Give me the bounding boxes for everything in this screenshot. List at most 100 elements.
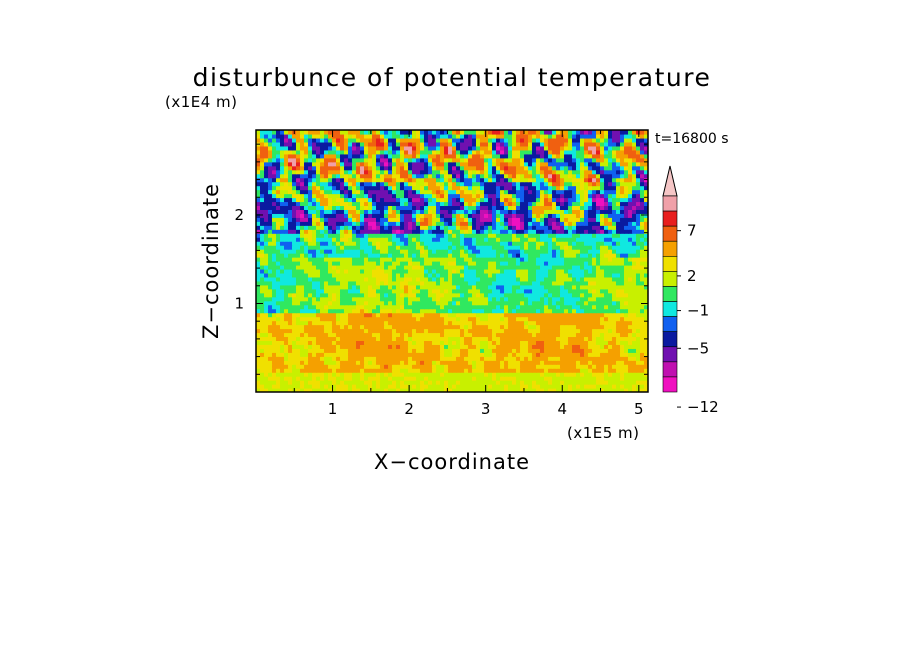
heatmap-cell <box>508 189 513 195</box>
heatmap-cell <box>436 336 441 341</box>
heatmap-cell <box>288 364 293 369</box>
heatmap-cell <box>508 336 513 341</box>
heatmap-cell <box>400 217 405 222</box>
heatmap-cell <box>436 320 441 326</box>
heatmap-cell <box>336 364 341 369</box>
heatmap-cell <box>420 336 425 341</box>
heatmap-cell <box>400 300 405 306</box>
heatmap-cell <box>320 233 325 238</box>
heatmap-cell <box>268 197 273 203</box>
heatmap-cell <box>260 304 265 310</box>
heatmap-cell <box>260 264 265 270</box>
heatmap-cell <box>576 348 581 353</box>
heatmap-cell <box>344 376 349 381</box>
heatmap-cell <box>404 264 409 270</box>
heatmap-cell <box>536 356 541 361</box>
heatmap-cell <box>568 225 573 230</box>
heatmap-cell <box>308 352 313 357</box>
heatmap-cell <box>504 241 509 246</box>
heatmap-cell <box>372 332 377 338</box>
heatmap-cell <box>612 213 617 218</box>
heatmap-cell <box>412 241 417 246</box>
heatmap-cell <box>332 344 337 349</box>
heatmap-cell <box>316 304 321 310</box>
heatmap-cell <box>416 221 421 226</box>
heatmap-cell <box>608 304 613 310</box>
heatmap-cell <box>344 233 349 238</box>
heatmap-cell <box>452 197 457 203</box>
heatmap-cell <box>404 296 409 302</box>
heatmap-cell <box>580 213 585 218</box>
heatmap-cell <box>396 205 401 210</box>
heatmap-cell <box>428 284 433 290</box>
heatmap-cell <box>328 344 333 349</box>
heatmap-cell <box>312 280 317 286</box>
heatmap-cell <box>424 284 429 290</box>
heatmap-cell <box>440 193 445 199</box>
heatmap-cell <box>644 296 648 302</box>
heatmap-cell <box>540 388 545 392</box>
heatmap-cell <box>352 356 357 361</box>
heatmap-cell <box>556 336 561 341</box>
heatmap-cell <box>472 221 477 226</box>
heatmap-cell <box>572 360 577 365</box>
heatmap-cell <box>320 368 325 373</box>
heatmap-cell <box>360 372 365 377</box>
heatmap-cell <box>280 360 285 365</box>
heatmap-cell <box>304 384 309 389</box>
heatmap-cell <box>468 332 473 338</box>
heatmap-cell <box>500 237 505 242</box>
heatmap-cell <box>540 352 545 357</box>
heatmap-cell <box>340 336 345 341</box>
heatmap-cell <box>328 276 333 282</box>
heatmap-cell <box>532 249 537 254</box>
heatmap-cell <box>308 292 313 298</box>
heatmap-cell <box>304 221 309 226</box>
heatmap-cell <box>524 388 529 392</box>
heatmap-cell <box>396 209 401 214</box>
heatmap-cell <box>380 328 385 334</box>
heatmap-cell <box>488 320 493 326</box>
heatmap-cell <box>328 324 333 330</box>
heatmap-cell <box>456 189 461 195</box>
heatmap-cell <box>504 261 509 266</box>
heatmap-cell <box>548 189 553 195</box>
heatmap-cell <box>380 276 385 282</box>
heatmap-cell <box>488 312 493 318</box>
heatmap-cell <box>460 189 465 195</box>
heatmap-cell <box>284 384 289 389</box>
heatmap-cell <box>340 388 345 392</box>
heatmap-cell <box>492 372 497 377</box>
heatmap-cell <box>528 213 533 218</box>
heatmap-cell <box>624 344 629 349</box>
heatmap-cell <box>456 312 461 318</box>
heatmap-cell <box>544 221 549 226</box>
heatmap-cell <box>468 189 473 195</box>
heatmap-cell <box>476 288 481 294</box>
heatmap-cell <box>552 384 557 389</box>
heatmap-cell <box>436 356 441 361</box>
heatmap-cell <box>412 292 417 298</box>
heatmap-cell <box>428 296 433 302</box>
heatmap-cell <box>624 193 629 199</box>
heatmap-cell <box>492 288 497 294</box>
heatmap-cell <box>472 384 477 389</box>
heatmap-cell <box>572 213 577 218</box>
heatmap-cell <box>396 332 401 338</box>
heatmap-cell <box>488 197 493 203</box>
heatmap-cell <box>540 261 545 266</box>
heatmap-cell <box>476 352 481 357</box>
heatmap-cell <box>432 332 437 338</box>
heatmap-cell <box>300 193 305 199</box>
heatmap-cell <box>480 376 485 381</box>
heatmap-cell <box>264 193 269 199</box>
heatmap-cell <box>468 237 473 242</box>
heatmap-cell <box>296 284 301 290</box>
heatmap-cell <box>556 388 561 392</box>
heatmap-cell <box>440 213 445 218</box>
heatmap-cell <box>412 380 417 385</box>
heatmap-cell <box>588 348 593 353</box>
heatmap-cell <box>548 233 553 238</box>
heatmap-cell <box>600 320 605 326</box>
heatmap-cell <box>328 272 333 278</box>
